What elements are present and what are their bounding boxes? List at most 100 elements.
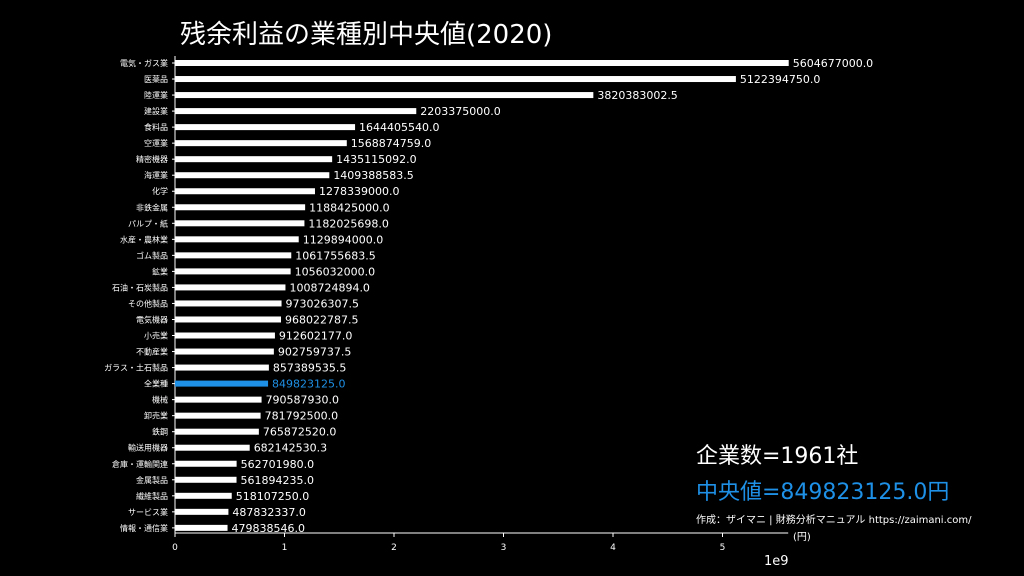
category-label: 空運業 [144, 138, 168, 148]
company-count: 企業数=1961社 [696, 444, 859, 469]
bar [175, 284, 286, 291]
category-label: 全業種 [144, 379, 168, 389]
bar [175, 364, 269, 371]
bar [175, 140, 347, 147]
value-label: 790587930.0 [266, 394, 339, 407]
bar [175, 236, 299, 243]
category-label: 石油・石炭製品 [112, 282, 168, 292]
category-label: 機械 [152, 395, 168, 405]
category-label: 陸運業 [144, 90, 168, 100]
value-label: 1008724894.0 [289, 281, 369, 294]
category-label: サービス業 [128, 507, 168, 517]
category-label: パルプ・紙 [128, 218, 168, 228]
bar [175, 300, 282, 307]
bar [175, 524, 228, 531]
x-exponent-label: 1e9 [764, 554, 789, 569]
category-label: 輸送用機器 [128, 443, 168, 453]
category-label: 精密機器 [136, 154, 168, 164]
x-tick-label: 2 [391, 543, 397, 553]
category-label: 金属製品 [136, 475, 168, 485]
bar [175, 268, 291, 275]
value-label: 1129894000.0 [303, 233, 383, 246]
value-label: 479838546.0 [232, 522, 305, 535]
category-label: 食料品 [144, 122, 168, 132]
value-label: 3820383002.5 [597, 89, 677, 102]
value-label: 1644405540.0 [359, 121, 439, 134]
value-label: 5604677000.0 [793, 57, 873, 70]
value-label: 1568874759.0 [351, 137, 431, 150]
labels: 電気・ガス業 5604677000.0 医薬品 5122394750.0 陸運業 3820… [104, 57, 873, 535]
bar [175, 396, 262, 403]
value-label: 1056032000.0 [295, 265, 375, 278]
category-label: 医薬品 [144, 74, 168, 84]
value-label: 1435115092.0 [336, 153, 416, 166]
value-label: 849823125.0 [272, 378, 345, 391]
bar [175, 76, 736, 83]
axes: 0 1 2 3 4 5 [172, 56, 789, 553]
x-tick-label: 5 [720, 543, 726, 553]
value-label: 487832337.0 [232, 506, 305, 519]
value-label: 682142530.3 [254, 442, 327, 455]
value-label: 1278339000.0 [319, 185, 399, 198]
category-label: 化学 [152, 186, 168, 196]
category-label: 鉱業 [152, 266, 168, 276]
bar [175, 60, 789, 66]
unit-label: (円) [793, 532, 811, 543]
category-label: 鉄鋼 [152, 427, 168, 437]
category-label: 情報・通信業 [120, 523, 168, 533]
value-label: 857389535.5 [273, 362, 346, 375]
category-label: ゴム製品 [136, 250, 168, 260]
bar [175, 332, 275, 339]
category-label: 倉庫・運輸関連 [112, 459, 168, 469]
bar [175, 220, 305, 227]
bar [175, 188, 315, 195]
category-label: 電気・ガス業 [120, 58, 168, 68]
bars [175, 60, 789, 531]
value-label: 765872520.0 [263, 426, 336, 439]
bar [175, 508, 229, 515]
value-label: 1061755683.5 [295, 249, 375, 262]
credit-text: 作成：ザイマニ | 財務分析マニュアル https://zaimani.com/ [696, 515, 972, 526]
bar [175, 348, 274, 355]
median-value: 中央値=849823125.0円 [696, 480, 950, 505]
category-label: 海運業 [144, 170, 168, 180]
value-label: 912602177.0 [279, 330, 352, 343]
x-tick-label: 1 [282, 543, 288, 553]
x-tick-label: 3 [501, 543, 507, 553]
value-label: 968022787.5 [285, 313, 358, 326]
bar [175, 460, 237, 467]
category-label: その他製品 [128, 298, 168, 308]
chart-title: 残余利益の業種別中央値(2020) [180, 20, 553, 50]
value-label: 562701980.0 [241, 458, 314, 471]
bar [175, 476, 237, 483]
category-label: 電気機器 [136, 314, 168, 324]
bar [175, 204, 306, 211]
value-label: 781792500.0 [265, 410, 338, 423]
x-tick-label: 0 [172, 543, 178, 553]
bar [175, 92, 594, 99]
value-label: 902759737.5 [278, 346, 351, 359]
category-label: 不動産業 [136, 347, 168, 357]
value-label: 5122394750.0 [740, 73, 820, 86]
value-label: 973026307.5 [286, 297, 359, 310]
bar [175, 412, 261, 419]
x-tick-label: 4 [610, 543, 616, 553]
bar [175, 108, 417, 115]
category-label: 小売業 [144, 331, 168, 341]
bar [175, 444, 250, 451]
value-label: 2203375000.0 [420, 105, 500, 118]
category-label: 非鉄金属 [136, 202, 168, 212]
bar [175, 172, 330, 179]
bar [175, 156, 333, 163]
bar [175, 492, 232, 499]
bar [175, 380, 269, 387]
category-label: 建設業 [144, 106, 168, 116]
value-label: 561894235.0 [241, 474, 314, 487]
category-label: ガラス・土石製品 [104, 363, 168, 373]
value-label: 518107250.0 [236, 490, 309, 503]
category-label: 繊維製品 [136, 491, 168, 501]
bar [175, 316, 281, 323]
bar [175, 252, 292, 259]
value-label: 1409388583.5 [333, 169, 413, 182]
